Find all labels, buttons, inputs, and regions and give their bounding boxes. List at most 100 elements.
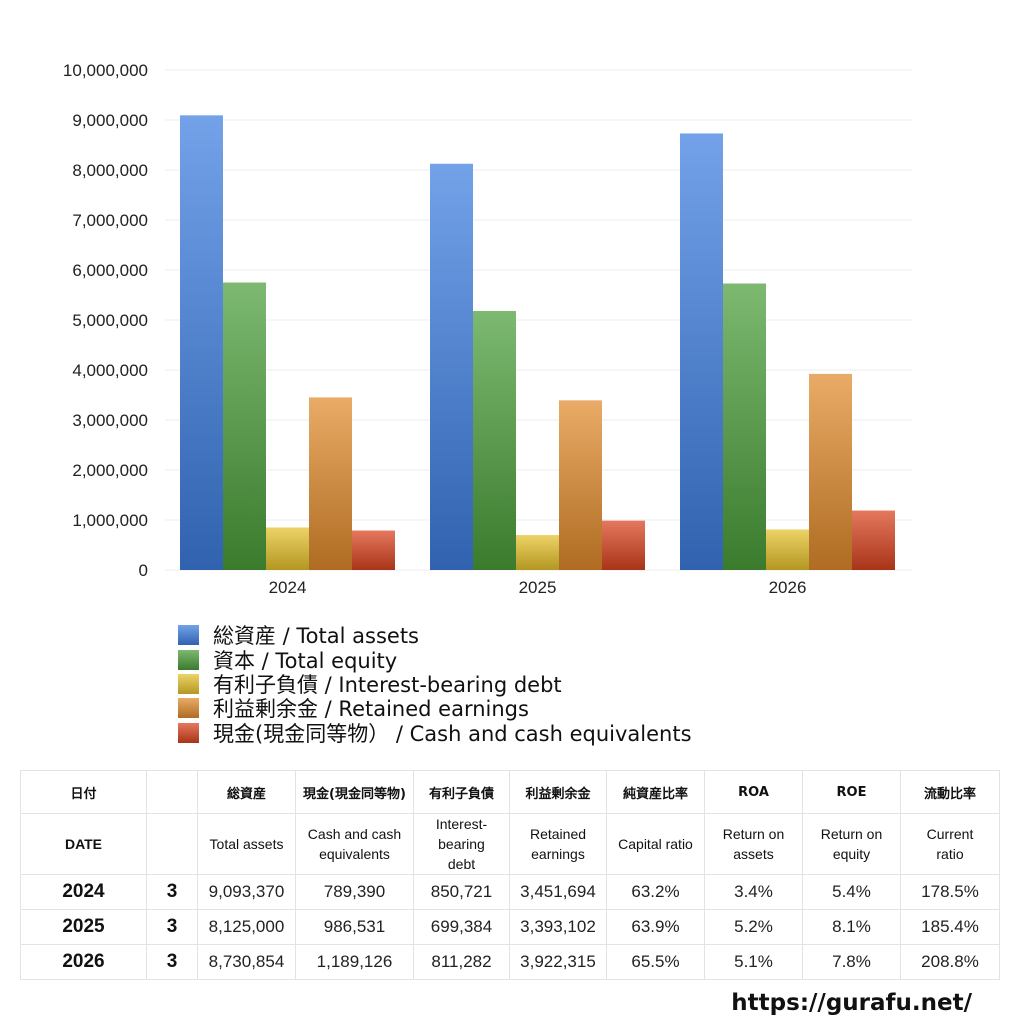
cell-retained: 3,393,102 [509, 909, 607, 945]
header-current-ratio-jp: 流動比率 [900, 770, 1000, 814]
cell-debt: 850,721 [413, 874, 510, 910]
legend-swatch [178, 722, 199, 743]
y-axis-ticks: 0 1,000,000 2,000,000 3,000,000 4,000,000 5,0… [63, 61, 148, 580]
cell-debt: 811,282 [413, 944, 510, 980]
header-roe-jp: ROE [802, 770, 901, 814]
table-row: 2026 3 8,730,854 1,189,126 811,282 3,922… [20, 944, 1000, 980]
header-total-assets-jp: 総資産 [197, 770, 296, 814]
cell-total-assets: 8,730,854 [197, 944, 296, 980]
chart-legend: 総資産 / Total assets 資本 / Total equity 有利子負債… [178, 623, 878, 746]
y-tick-label: 0 [139, 561, 148, 580]
header-cash-jp: 現金(現金同等物) [295, 770, 414, 814]
bar [852, 510, 895, 570]
cell-cash: 986,531 [295, 909, 414, 945]
cell-roe: 5.4% [802, 874, 901, 910]
row-year: 2024 [20, 874, 147, 910]
header-debt-en: Interest-bearing debt [413, 813, 510, 875]
cell-capital-ratio: 65.5% [606, 944, 705, 980]
gridlines [165, 69, 912, 571]
table-header-jp: 日付 総資産 現金(現金同等物) 有利子負債 利益剰余金 純資産比率 ROA R… [20, 770, 1000, 814]
x-category-label: 2024 [269, 578, 307, 597]
header-month-en [146, 813, 198, 875]
row-year: 2025 [20, 909, 147, 945]
cell-current-ratio: 178.5% [900, 874, 1000, 910]
cell-current-ratio: 208.8% [900, 944, 1000, 980]
bar [766, 529, 809, 570]
y-tick-label: 3,000,000 [72, 411, 148, 430]
header-month-jp [146, 770, 198, 814]
legend-swatch [178, 698, 199, 719]
y-tick-label: 2,000,000 [72, 461, 148, 480]
bar [559, 400, 602, 570]
cell-current-ratio: 185.4% [900, 909, 1000, 945]
x-category-label: 2025 [519, 578, 557, 597]
legend-swatch [178, 649, 199, 670]
x-axis-categories: 2024 2025 2026 [269, 578, 807, 597]
bar [516, 535, 559, 570]
legend-swatch [178, 625, 199, 646]
header-capital-ratio-en: Capital ratio [606, 813, 705, 875]
legend-item: 有利子負債 / Interest-bearing debt [178, 672, 878, 697]
cell-capital-ratio: 63.2% [606, 874, 705, 910]
header-date-en: DATE [20, 813, 147, 875]
header-retained-en: Retained earnings [509, 813, 607, 875]
legend-item: 資本 / Total equity [178, 647, 878, 673]
legend-item: 総資産 / Total assets [178, 623, 878, 649]
bar [473, 311, 516, 570]
bar [809, 373, 852, 570]
bar [352, 530, 395, 570]
x-category-label: 2026 [769, 578, 807, 597]
bar-chart: 0 1,000,000 2,000,000 3,000,000 4,000,000 5,0… [63, 61, 912, 597]
row-month: 3 [146, 909, 198, 945]
bar [223, 282, 266, 570]
y-tick-label: 10,000,000 [63, 61, 148, 80]
header-date-jp: 日付 [20, 770, 147, 814]
bar [602, 520, 645, 570]
header-retained-jp: 利益剰余金 [509, 770, 607, 814]
y-tick-label: 7,000,000 [72, 211, 148, 230]
cell-roe: 7.8% [802, 944, 901, 980]
row-year: 2026 [20, 944, 147, 980]
y-tick-label: 1,000,000 [72, 511, 148, 530]
y-tick-label: 8,000,000 [72, 161, 148, 180]
financial-metrics-table: 日付 総資産 現金(現金同等物) 有利子負債 利益剰余金 純資産比率 ROA R… [20, 770, 1000, 980]
row-month: 3 [146, 944, 198, 980]
legend-label: 総資産 / Total assets [213, 624, 419, 649]
header-debt-jp: 有利子負債 [413, 770, 510, 814]
table-header-en: DATE Total assets Cash and cash equivale… [20, 813, 1000, 875]
bar [680, 133, 723, 570]
bar [723, 283, 766, 570]
cell-debt: 699,384 [413, 909, 510, 945]
y-tick-label: 9,000,000 [72, 111, 148, 130]
header-roa-en: Return on assets [704, 813, 803, 875]
bar [180, 115, 223, 571]
legend-label: 利益剰余金 / Retained earnings [213, 697, 529, 722]
cell-roa: 3.4% [704, 874, 803, 910]
legend-label: 資本 / Total equity [213, 648, 398, 673]
cell-roa: 5.2% [704, 909, 803, 945]
bar [430, 163, 473, 570]
row-month: 3 [146, 874, 198, 910]
header-roe-en: Return on equity [802, 813, 901, 875]
legend-label: 現金(現金同等物） / Cash and cash equivalents [213, 721, 692, 746]
table-row: 2025 3 8,125,000 986,531 699,384 3,393,1… [20, 909, 1000, 945]
site-url-link[interactable]: https://gurafu.net/ [731, 990, 972, 1016]
y-tick-label: 4,000,000 [72, 361, 148, 380]
bar [266, 527, 309, 570]
table-row: 2024 3 9,093,370 789,390 850,721 3,451,6… [20, 874, 1000, 910]
header-current-ratio-en: Current ratio [900, 813, 1000, 875]
legend-item: 現金(現金同等物） / Cash and cash equivalents [178, 721, 878, 746]
cell-cash: 1,189,126 [295, 944, 414, 980]
y-tick-label: 6,000,000 [72, 261, 148, 280]
cell-roa: 5.1% [704, 944, 803, 980]
header-cash-en: Cash and cash equivalents [295, 813, 414, 875]
legend-label: 有利子負債 / Interest-bearing debt [213, 672, 562, 697]
bars [180, 115, 895, 571]
cell-retained: 3,451,694 [509, 874, 607, 910]
header-capital-ratio-jp: 純資産比率 [606, 770, 705, 814]
cell-capital-ratio: 63.9% [606, 909, 705, 945]
legend-item: 利益剰余金 / Retained earnings [178, 696, 878, 722]
cell-total-assets: 9,093,370 [197, 874, 296, 910]
header-total-assets-en: Total assets [197, 813, 296, 875]
y-tick-label: 5,000,000 [72, 311, 148, 330]
